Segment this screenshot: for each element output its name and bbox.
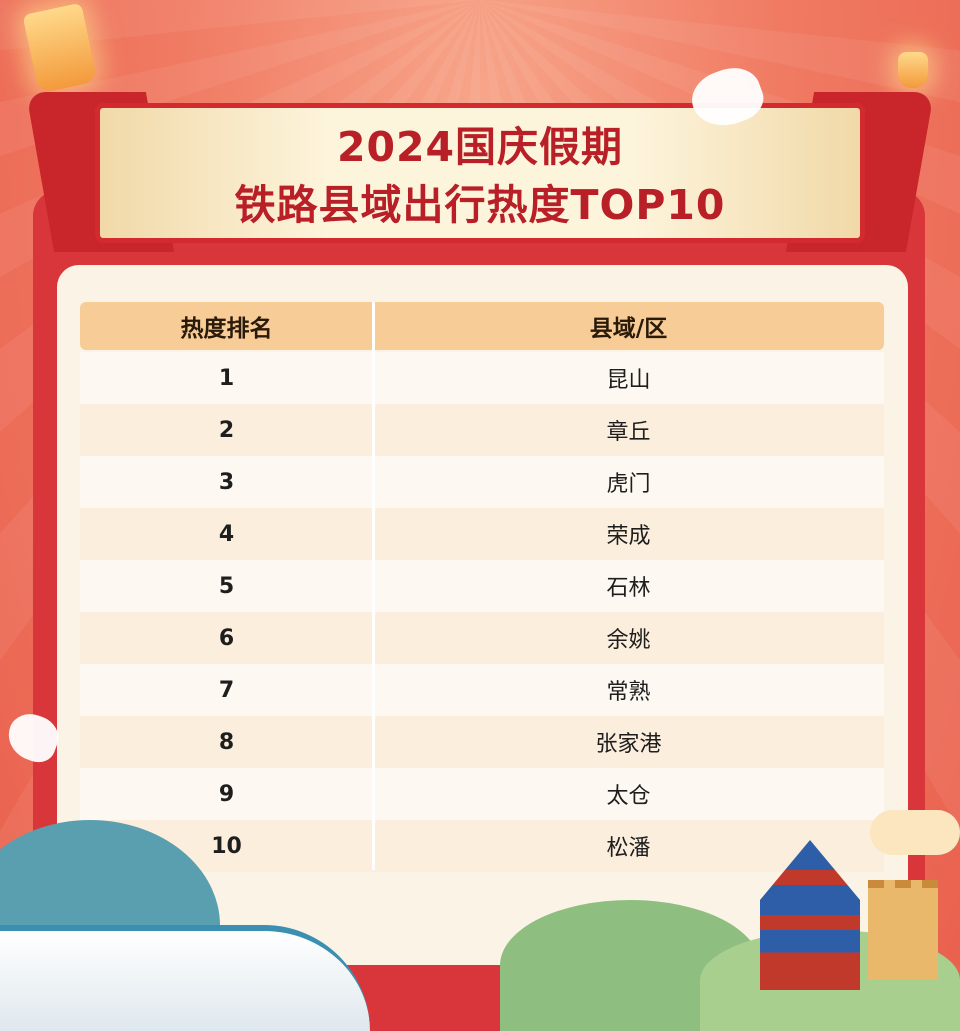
table-row: 1 昆山 <box>80 352 884 404</box>
rank-cell: 1 <box>80 352 373 404</box>
column-divider <box>372 302 375 870</box>
table-row: 9 太仓 <box>80 768 884 820</box>
sky-lantern-icon <box>898 52 928 88</box>
table-row: 5 石林 <box>80 560 884 612</box>
rank-cell: 5 <box>80 560 373 612</box>
ranking-table: 热度排名 县域/区 1 昆山 2 章丘 3 虎门 4 荣成 5 石林 6 余姚 7 常熟 8 张家港 9 太仓 10… <box>80 302 884 872</box>
title-banner: 2024国庆假期 铁路县域出行热度TOP10 <box>95 103 865 243</box>
table-row: 2 章丘 <box>80 404 884 456</box>
rank-cell: 6 <box>80 612 373 664</box>
county-cell: 常熟 <box>373 664 884 716</box>
rank-cell: 7 <box>80 664 373 716</box>
rank-cell: 8 <box>80 716 373 768</box>
county-cell: 石林 <box>373 560 884 612</box>
great-wall-icon <box>868 880 938 980</box>
table-row: 10 松潘 <box>80 820 884 872</box>
county-cell: 余姚 <box>373 612 884 664</box>
county-cell: 荣成 <box>373 508 884 560</box>
county-cell: 虎门 <box>373 456 884 508</box>
table-row: 8 张家港 <box>80 716 884 768</box>
rank-cell: 2 <box>80 404 373 456</box>
rank-cell: 3 <box>80 456 373 508</box>
county-cell: 太仓 <box>373 768 884 820</box>
title-line-2: 铁路县域出行热度TOP10 <box>234 181 726 229</box>
table-row: 6 余姚 <box>80 612 884 664</box>
title-line-1: 2024国庆假期 <box>336 123 624 171</box>
county-cell: 张家港 <box>373 716 884 768</box>
table-row: 7 常熟 <box>80 664 884 716</box>
table-row: 3 虎门 <box>80 456 884 508</box>
table-header-row: 热度排名 县域/区 <box>80 302 884 350</box>
header-rank: 热度排名 <box>80 302 373 350</box>
county-cell: 章丘 <box>373 404 884 456</box>
cloud-icon <box>870 810 960 855</box>
rank-cell: 4 <box>80 508 373 560</box>
table-row: 4 荣成 <box>80 508 884 560</box>
rank-cell: 9 <box>80 768 373 820</box>
header-county: 县域/区 <box>373 302 884 350</box>
high-speed-train-icon <box>0 925 370 1031</box>
county-cell: 昆山 <box>373 352 884 404</box>
